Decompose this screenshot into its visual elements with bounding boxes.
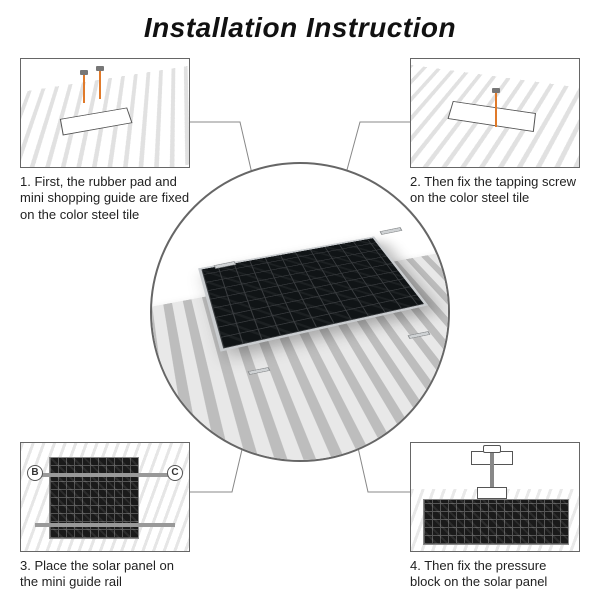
step-1: 1. First, the rubber pad and mini shoppi…: [20, 58, 190, 223]
screw-icon: [495, 93, 497, 127]
step-3: B C 3. Place the solar panel on the mini…: [20, 442, 190, 591]
nut-icon: [483, 445, 501, 453]
center-illustration: [150, 162, 450, 462]
step-4-illustration: [410, 442, 580, 552]
mounting-clamp: [380, 227, 403, 235]
diagram-area: 1. First, the rubber pad and mini shoppi…: [0, 52, 600, 600]
step-4: 4. Then fix the pressure block on the so…: [410, 442, 580, 591]
page-title: Installation Instruction: [0, 0, 600, 52]
step-1-illustration: [20, 58, 190, 168]
step-1-caption: 1. First, the rubber pad and mini shoppi…: [20, 174, 190, 223]
step-3-caption: 3. Place the solar panel on the mini gui…: [20, 558, 190, 591]
badge-c: C: [167, 465, 183, 481]
step-4-caption: 4. Then fix the pressure block on the so…: [410, 558, 580, 591]
step-2-caption: 2. Then fix the tapping screw on the col…: [410, 174, 580, 207]
step-2-illustration: [410, 58, 580, 168]
step-3-illustration: B C: [20, 442, 190, 552]
bolt-icon: [490, 451, 494, 491]
screw-icon: [99, 71, 101, 99]
badge-b: B: [27, 465, 43, 481]
screw-icon: [83, 75, 85, 103]
step-2: 2. Then fix the tapping screw on the col…: [410, 58, 580, 207]
